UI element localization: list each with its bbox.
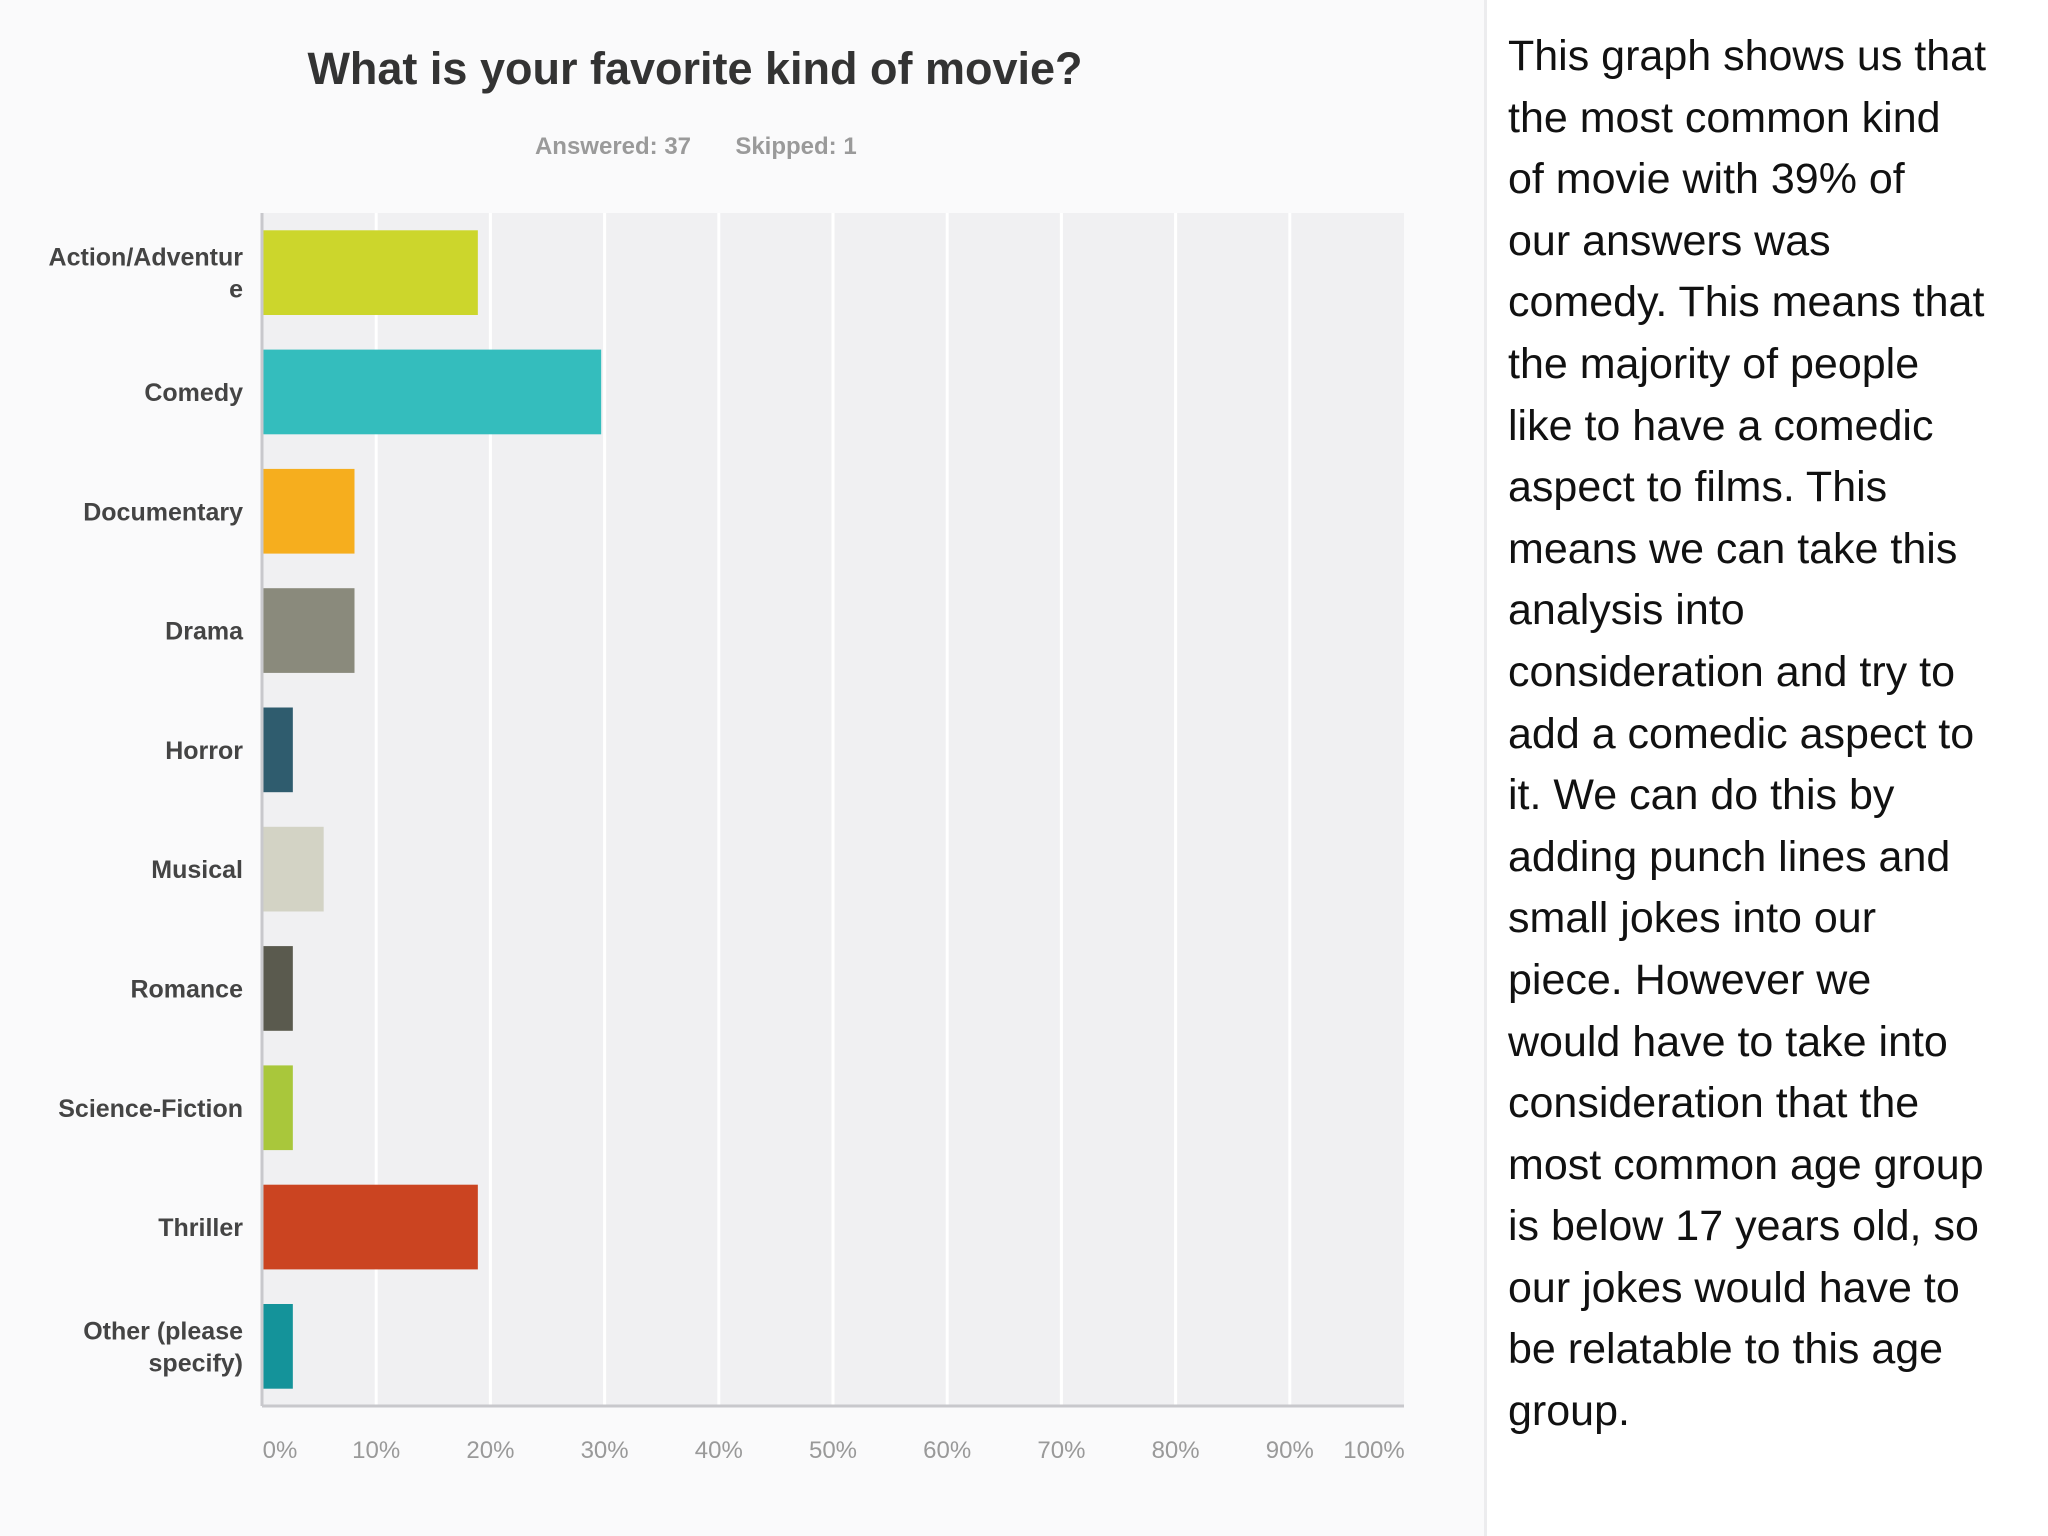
category-label: Romance bbox=[130, 975, 243, 1003]
skipped-count: Skipped: 1 bbox=[735, 133, 856, 160]
bar bbox=[262, 1065, 293, 1151]
x-tick-label: 100% bbox=[1343, 1437, 1404, 1464]
bar bbox=[262, 468, 355, 554]
bar bbox=[262, 349, 602, 435]
category-label: Other (please bbox=[83, 1317, 243, 1345]
grid-lines bbox=[374, 213, 1292, 1406]
category-label: Horror bbox=[165, 737, 243, 765]
x-tick-label: 20% bbox=[466, 1437, 514, 1464]
bar bbox=[262, 1184, 478, 1270]
category-label: Action/Adventur bbox=[49, 244, 244, 272]
bar bbox=[262, 826, 324, 912]
bar bbox=[262, 946, 293, 1031]
chart-title: What is your favorite kind of movie? bbox=[307, 43, 1082, 94]
x-tick-label: 80% bbox=[1152, 1437, 1200, 1464]
category-label: Comedy bbox=[144, 379, 243, 407]
x-tick-label: 40% bbox=[695, 1437, 743, 1464]
bar bbox=[262, 1303, 293, 1389]
x-tick-label: 30% bbox=[581, 1437, 629, 1464]
category-label: Thriller bbox=[158, 1214, 243, 1242]
x-tick-label: 10% bbox=[352, 1437, 400, 1464]
x-tick-label: 60% bbox=[923, 1437, 971, 1464]
category-label: Documentary bbox=[83, 498, 243, 526]
category-label: specify) bbox=[149, 1349, 243, 1377]
x-tick-labels: 0% 10% 20% 30% 40% 50% 60% 70% 80% 90% 100% bbox=[263, 1437, 1405, 1464]
x-tick-label: 50% bbox=[809, 1437, 857, 1464]
bars bbox=[262, 230, 602, 1389]
x-tick-label: 0% bbox=[263, 1437, 298, 1464]
answered-count: Answered: 37 bbox=[535, 133, 691, 160]
bar-chart: What is your favorite kind of movie? Ans… bbox=[49, 43, 1405, 1464]
category-label: Drama bbox=[165, 618, 244, 646]
category-labels: Action/Adventur e Comedy Documentary Drama Ho… bbox=[49, 244, 245, 1378]
category-label: Science-Fiction bbox=[58, 1095, 243, 1123]
panel-divider bbox=[1484, 0, 1487, 1536]
bar bbox=[262, 707, 293, 793]
x-tick-label: 70% bbox=[1037, 1437, 1085, 1464]
bar bbox=[262, 230, 478, 316]
commentary-text: This graph shows us that the most common… bbox=[1508, 32, 1987, 1436]
category-label: Musical bbox=[151, 856, 243, 884]
category-label: e bbox=[229, 276, 243, 304]
x-tick-label: 90% bbox=[1266, 1437, 1314, 1464]
bar bbox=[262, 588, 355, 673]
